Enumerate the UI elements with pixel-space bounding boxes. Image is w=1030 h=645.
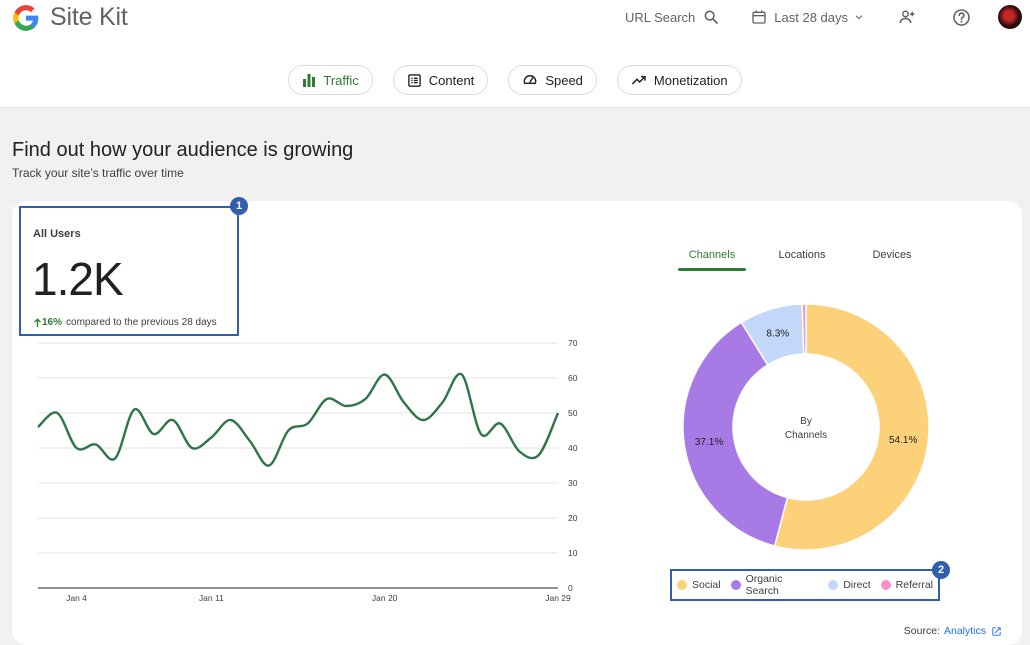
tab-speed-label: Speed xyxy=(545,72,583,88)
x-tick-label: Jan 4 xyxy=(66,593,87,603)
y-tick-label: 50 xyxy=(568,408,578,418)
url-search-button[interactable]: URL Search xyxy=(625,9,719,25)
add-user-icon xyxy=(899,10,915,24)
bar-chart-icon xyxy=(303,74,316,87)
y-tick-label: 0 xyxy=(568,583,573,593)
legend-label: Referral xyxy=(895,579,933,591)
annotation-badge-2: 2 xyxy=(932,561,950,579)
legend-dot xyxy=(677,580,687,590)
users-line-chart: 0 10 20 30 40 50 60 70 Jan 4 Jan 11 Jan 20 Jan 29 xyxy=(37,338,578,603)
brand[interactable]: Site Kit xyxy=(12,3,128,32)
metric-label: All Users xyxy=(33,228,81,240)
users-series-line[interactable] xyxy=(37,372,560,467)
calendar-icon xyxy=(752,10,766,24)
legend-dot xyxy=(730,580,741,590)
all-users-metric[interactable]: All Users 1.2K 16% compared to the previ… xyxy=(19,206,239,336)
y-tick-label: 10 xyxy=(568,548,578,558)
y-tick-label: 70 xyxy=(568,338,578,348)
donut-legend: Social Organic Search Direct Referral xyxy=(670,569,940,601)
donut-slice-referral[interactable] xyxy=(801,303,807,355)
tab-traffic[interactable]: Traffic xyxy=(288,65,373,95)
help-button[interactable] xyxy=(950,6,972,28)
speedometer-icon xyxy=(523,75,537,85)
metric-change-text: compared to the previous 28 days xyxy=(66,317,217,328)
annotation-badge-1: 1 xyxy=(230,197,248,215)
arrow-up-icon xyxy=(34,317,41,327)
donut-center-line-1: By xyxy=(800,416,812,427)
x-tick-label: Jan 20 xyxy=(372,593,398,603)
legend-label: Social xyxy=(692,579,721,591)
page-subtitle: Track your site’s traffic over time xyxy=(12,166,184,180)
donut-center-line-2: Channels xyxy=(785,430,827,441)
source-label: Source: xyxy=(903,625,940,637)
date-range-selector[interactable]: Last 28 days xyxy=(751,9,864,25)
legend-item-organic-search[interactable]: Organic Search xyxy=(730,573,819,597)
add-user-button[interactable] xyxy=(896,6,918,28)
legend-item-referral[interactable]: Referral xyxy=(880,579,933,591)
tab-devices[interactable]: Devices xyxy=(872,249,912,261)
tab-channels[interactable]: Channels xyxy=(667,249,757,271)
legend-dot xyxy=(828,580,839,590)
tab-speed[interactable]: Speed xyxy=(508,65,597,95)
source-attribution: Source: Analytics xyxy=(904,625,1002,637)
donut-slice-label: 37.1% xyxy=(695,437,723,448)
help-icon xyxy=(952,8,970,26)
tab-content-label: Content xyxy=(428,72,475,88)
header-toolbar: URL Search Last 28 days xyxy=(625,4,1022,30)
google-g-logo xyxy=(13,4,39,31)
tab-locations[interactable]: Locations xyxy=(778,249,826,261)
date-range-label: Last 28 days xyxy=(774,9,848,25)
metric-change: 16% compared to the previous 28 days xyxy=(33,317,217,328)
donut-slice-label: 54.1% xyxy=(889,435,917,446)
donut-slice-organic-search[interactable] xyxy=(682,321,789,547)
avatar[interactable] xyxy=(998,5,1022,29)
trending-up-icon xyxy=(631,75,646,85)
y-tick-label: 60 xyxy=(568,373,578,383)
legend-label: Direct xyxy=(843,579,871,591)
metric-change-pct: 16% xyxy=(42,317,63,328)
traffic-card: All Users 1.2K 16% compared to the previ… xyxy=(12,197,1022,645)
dashboard-tabs: Traffic Content Speed Monetization xyxy=(0,65,1030,95)
legend-item-social[interactable]: Social xyxy=(677,579,721,591)
tab-monetization[interactable]: Monetization xyxy=(616,65,742,95)
app-title: Site Kit xyxy=(50,3,128,31)
tab-content[interactable]: Content xyxy=(392,65,489,95)
search-icon xyxy=(704,10,719,24)
breakdown-tabs: Channels Locations Devices xyxy=(667,249,937,271)
top-header: Site Kit URL Search Last 28 days Traffic… xyxy=(0,0,1030,108)
analytics-link[interactable]: Analytics xyxy=(943,625,986,637)
legend-label: Organic Search xyxy=(745,573,783,597)
tab-monetization-label: Monetization xyxy=(653,72,728,88)
channels-donut-chart: By Channels 54.1% 37.1% 8.3% xyxy=(682,303,930,551)
x-tick-label: Jan 29 xyxy=(545,593,571,603)
page-title: Find out how your audience is growing xyxy=(12,139,354,161)
list-icon xyxy=(407,73,421,87)
x-tick-label: Jan 11 xyxy=(199,593,224,603)
y-tick-label: 30 xyxy=(568,478,578,488)
external-link-icon[interactable] xyxy=(991,626,1002,637)
metric-value: 1.2K xyxy=(32,253,124,305)
chevron-down-icon xyxy=(855,15,863,20)
donut-slice-label: 8.3% xyxy=(766,329,789,340)
tab-traffic-label: Traffic xyxy=(323,72,359,88)
y-tick-label: 20 xyxy=(568,513,578,523)
legend-item-direct[interactable]: Direct xyxy=(828,579,871,591)
legend-dot xyxy=(880,580,891,590)
y-tick-label: 40 xyxy=(568,443,578,453)
url-search-label: URL Search xyxy=(624,9,696,25)
donut-slice-social[interactable] xyxy=(773,303,930,551)
